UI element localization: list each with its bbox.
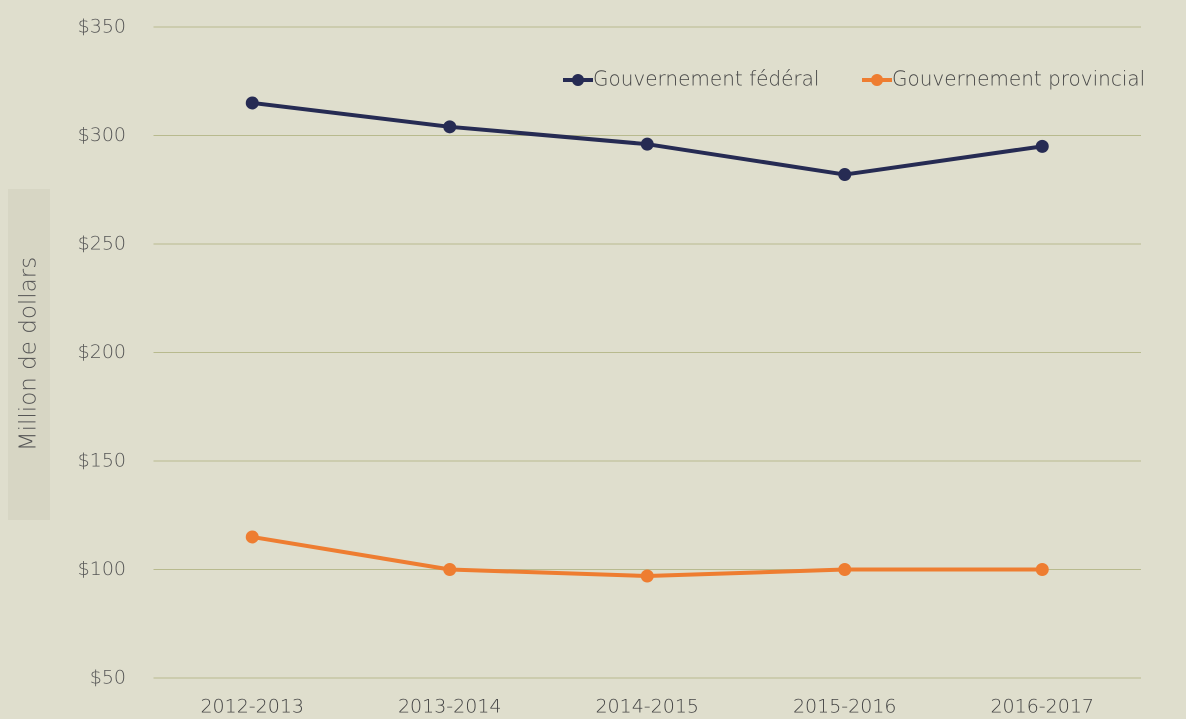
x-tick-label: 2016-2017 xyxy=(990,696,1094,718)
legend-label: Gouvernement fédéral xyxy=(593,67,819,91)
data-point xyxy=(245,96,259,110)
x-tick-label: 2014-2015 xyxy=(595,696,699,718)
data-point xyxy=(838,563,852,576)
axis-title-box xyxy=(8,189,50,520)
data-point xyxy=(640,137,654,151)
legend-marker xyxy=(871,74,883,86)
y-tick-label: $200 xyxy=(78,341,126,363)
y-tick-label: $300 xyxy=(78,124,126,146)
y-tick-label: $250 xyxy=(78,233,126,255)
legend-label: Gouvernement provincial xyxy=(892,67,1145,91)
y-tick-label: $50 xyxy=(90,667,126,689)
x-tick-label: 2015-2016 xyxy=(793,696,897,718)
x-tick-label: 2012-2013 xyxy=(200,696,304,718)
y-axis-title: Million de dollars xyxy=(16,257,42,451)
x-tick-label: 2013-2014 xyxy=(398,696,502,718)
data-point xyxy=(838,168,852,182)
legend-marker xyxy=(572,74,584,86)
y-tick-label: $150 xyxy=(78,450,126,472)
data-point xyxy=(443,563,457,576)
y-tick-label: $350 xyxy=(78,16,126,38)
data-point xyxy=(245,530,259,544)
y-tick-label: $100 xyxy=(78,558,126,580)
data-point xyxy=(1035,139,1049,153)
data-point xyxy=(1035,563,1049,576)
data-point xyxy=(640,569,654,583)
data-point xyxy=(443,120,457,134)
